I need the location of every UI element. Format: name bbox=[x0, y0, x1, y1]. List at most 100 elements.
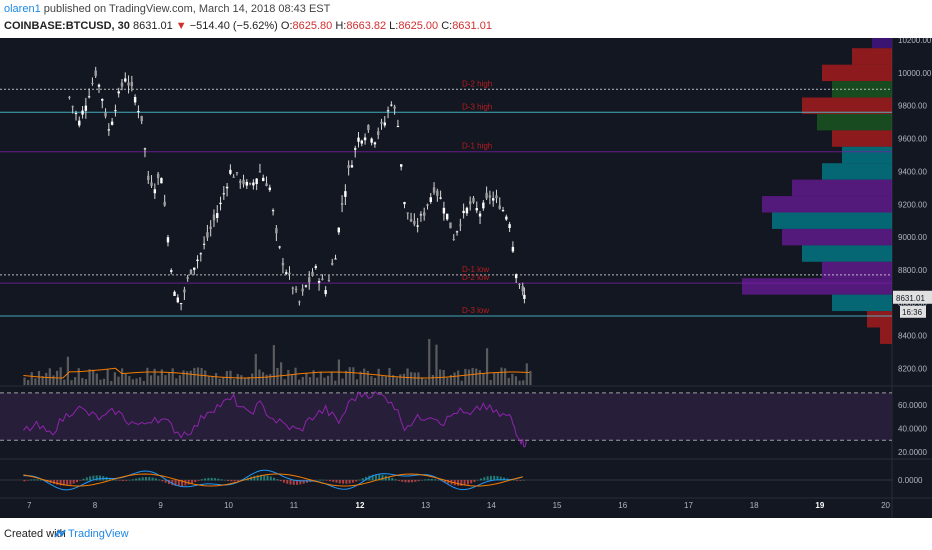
macd-histogram-bar bbox=[279, 480, 282, 482]
macd-histogram-bar bbox=[286, 480, 289, 484]
level-label: D-1 low bbox=[462, 265, 489, 274]
macd-histogram-bar bbox=[496, 476, 499, 481]
macd-histogram-bar bbox=[144, 477, 147, 481]
macd-histogram-bar bbox=[434, 479, 437, 481]
macd-histogram-bar bbox=[230, 480, 233, 482]
macd-histogram-bar bbox=[98, 475, 101, 481]
macd-histogram-bar bbox=[125, 480, 128, 481]
volume-bar bbox=[41, 376, 44, 385]
macd-histogram-bar bbox=[121, 480, 124, 481]
author-link[interactable]: olaren1 bbox=[4, 3, 41, 15]
macd-histogram-bar bbox=[417, 480, 420, 482]
volume-profile-bar bbox=[867, 311, 892, 328]
candle-body bbox=[511, 246, 515, 252]
volume-bar bbox=[308, 377, 312, 385]
candle-body bbox=[331, 262, 334, 265]
volume-bar bbox=[59, 367, 62, 385]
volume-bar bbox=[48, 368, 51, 385]
macd-histogram-bar bbox=[259, 474, 262, 481]
volume-bar bbox=[294, 367, 297, 385]
candle-body bbox=[232, 176, 235, 178]
candle-body bbox=[255, 178, 258, 185]
volume-bar bbox=[34, 378, 37, 385]
macd-histogram-bar bbox=[443, 480, 446, 483]
macd-histogram-bar bbox=[430, 478, 433, 481]
high-value: 8663.82 bbox=[346, 20, 387, 32]
volume-bar bbox=[113, 372, 116, 385]
candle-body bbox=[403, 202, 406, 205]
volume-bar bbox=[269, 374, 272, 385]
macd-histogram-bar bbox=[194, 480, 197, 483]
macd-histogram-bar bbox=[181, 480, 184, 487]
macd-signal-line bbox=[23, 473, 523, 487]
candle-body bbox=[360, 140, 363, 144]
macd-histogram-bar bbox=[89, 476, 92, 481]
macd-histogram-bar bbox=[82, 478, 85, 481]
volume-bar bbox=[233, 379, 236, 385]
volume-profile-bar bbox=[832, 130, 892, 147]
macd-histogram-bar bbox=[358, 479, 361, 481]
candle-body bbox=[212, 214, 216, 221]
volume-profile-bar bbox=[742, 278, 892, 295]
candle-body bbox=[196, 259, 199, 262]
candle-body bbox=[130, 82, 134, 87]
candle-body bbox=[406, 212, 409, 214]
macd-histogram-bar bbox=[52, 480, 55, 484]
volume-bar bbox=[128, 376, 131, 385]
candle-body bbox=[311, 271, 314, 276]
macd-histogram-bar bbox=[256, 475, 259, 481]
candle-body bbox=[143, 148, 147, 150]
candle-body bbox=[94, 70, 97, 77]
candle-body bbox=[271, 210, 275, 212]
countdown-text: 16:36 bbox=[902, 308, 923, 317]
candle-body bbox=[199, 253, 203, 255]
candle-body bbox=[436, 190, 439, 196]
candle-body bbox=[396, 126, 400, 128]
candle-body bbox=[505, 216, 508, 220]
candle-body bbox=[390, 104, 393, 106]
footer: Created with TradingView bbox=[0, 518, 932, 550]
level-label: D-3 low bbox=[462, 306, 489, 315]
macd-histogram-bar bbox=[315, 479, 318, 481]
macd-histogram-bar bbox=[289, 480, 292, 485]
macd-histogram-bar bbox=[338, 480, 341, 484]
candle-body bbox=[432, 187, 436, 193]
candle-body bbox=[439, 197, 442, 199]
volume-bar bbox=[334, 380, 337, 385]
candle-body bbox=[275, 228, 278, 234]
candle-body bbox=[127, 82, 130, 86]
volume-bar bbox=[214, 373, 218, 385]
volume-bar bbox=[243, 378, 247, 385]
down-arrow-icon: ▼ bbox=[175, 20, 187, 32]
volume-bar bbox=[514, 376, 518, 385]
macd-histogram-bar bbox=[72, 480, 75, 484]
level-label: D-2 high bbox=[462, 79, 492, 88]
candle-body bbox=[179, 303, 183, 305]
macd-histogram-bar bbox=[427, 479, 430, 481]
macd-histogram-bar bbox=[348, 480, 351, 484]
volume-bar bbox=[153, 368, 156, 385]
candle-body bbox=[482, 202, 485, 209]
candle-body bbox=[265, 183, 268, 187]
volume-bar bbox=[171, 368, 174, 385]
volume-bar bbox=[120, 368, 124, 385]
candle-body bbox=[423, 212, 426, 216]
macd-histogram-bar bbox=[174, 480, 177, 486]
macd-histogram-bar bbox=[374, 474, 377, 481]
candle-body bbox=[373, 142, 377, 145]
volume-bar bbox=[363, 368, 366, 385]
time-tick-label: 12 bbox=[356, 501, 365, 510]
tradingview-brand[interactable]: TradingView bbox=[68, 528, 129, 540]
macd-histogram-bar bbox=[161, 480, 164, 482]
volume-bar bbox=[522, 380, 525, 385]
candle-body bbox=[501, 210, 505, 212]
macd-histogram-bar bbox=[519, 480, 522, 481]
symbol-line: COINBASE:BTCUSD, 30 8631.01 ▼ −514.40 (−… bbox=[4, 20, 492, 32]
open-label: O: bbox=[280, 20, 293, 32]
candle-body bbox=[445, 213, 449, 220]
price-tick-label: 9000.00 bbox=[898, 233, 927, 242]
chart-area[interactable]: D-2 high D-3 high D-1 high D-1 low D-2 low D-… bbox=[0, 38, 932, 518]
volume-bar bbox=[366, 370, 369, 385]
macd-histogram-bar bbox=[466, 480, 469, 485]
